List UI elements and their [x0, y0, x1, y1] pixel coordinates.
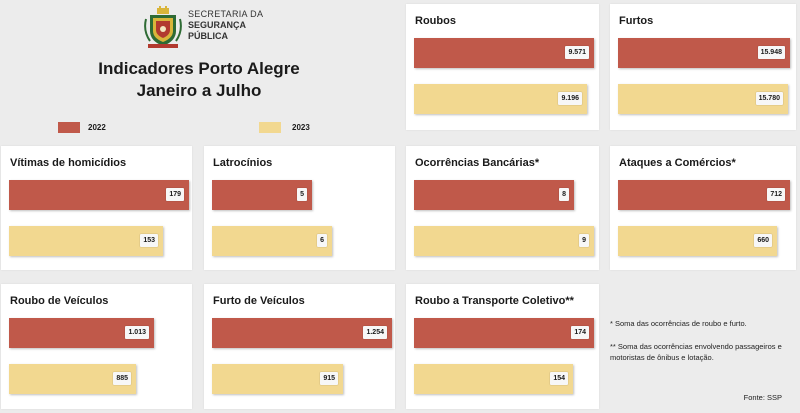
chart-card: Latrocínios 5 6	[204, 146, 395, 270]
bar-value-label: 174	[571, 326, 589, 339]
header: SECRETARIA DA SEGURANÇA PÚBLICA Indicado…	[0, 0, 400, 140]
legend-swatch-2023	[259, 122, 281, 133]
chart-title: Roubos	[415, 15, 456, 27]
bar-2023: 154	[414, 364, 573, 394]
bar-2023: 885	[9, 364, 136, 394]
bar-2022: 1.013	[9, 318, 154, 348]
bar-value-label: 9	[579, 234, 589, 247]
bar-value-label: 915	[320, 372, 338, 385]
bar-value-label: 1.254	[363, 326, 387, 339]
bar-2023: 9.196	[414, 84, 587, 114]
chart-title: Latrocínios	[213, 157, 273, 169]
bar-value-label: 885	[113, 372, 131, 385]
footnote-2: ** Soma das ocorrências envolvendo passa…	[610, 342, 782, 362]
page-title-line-2: Janeiro a Julho	[136, 81, 262, 100]
bar-2022: 179	[9, 180, 189, 210]
bar-2023: 915	[212, 364, 343, 394]
bar-value-label: 15.948	[757, 46, 785, 59]
chart-title: Furtos	[619, 15, 654, 27]
organization-name: SECRETARIA DA SEGURANÇA PÚBLICA	[188, 9, 263, 42]
bar-value-label: 154	[550, 372, 568, 385]
source-label: Fonte: SSP	[743, 393, 782, 402]
legend-label-2023: 2023	[292, 123, 310, 132]
bar-value-label: 9.196	[558, 92, 582, 105]
chart-title: Roubo a Transporte Coletivo**	[415, 295, 574, 307]
bar-value-label: 9.571	[565, 46, 589, 59]
bar-2023: 15.780	[618, 84, 788, 114]
bar-value-label: 1.013	[125, 326, 149, 339]
footnote-1: * Soma das ocorrências de roubo e furto.	[610, 319, 747, 328]
org-line-1: SECRETARIA DA	[188, 9, 264, 19]
chart-card: Ataques a Comércios* 712 660	[610, 146, 796, 270]
bar-2023: 153	[9, 226, 163, 256]
bar-2023: 6	[212, 226, 332, 256]
chart-card: Vítimas de homicídios 179 153	[1, 146, 192, 270]
chart-card: Furtos 15.948 15.780	[610, 4, 796, 130]
chart-card: Roubo de Veículos 1.013 885	[1, 284, 192, 409]
bar-2022: 712	[618, 180, 790, 210]
chart-card: Roubo a Transporte Coletivo** 174 154	[406, 284, 599, 409]
page-title: Indicadores Porto Alegre Janeiro a Julho	[0, 58, 398, 102]
bar-2022: 8	[414, 180, 574, 210]
bar-value-label: 153	[140, 234, 158, 247]
coat-of-arms-logo	[144, 6, 182, 48]
chart-card: Furto de Veículos 1.254 915	[204, 284, 395, 409]
bar-value-label: 179	[166, 188, 184, 201]
bar-value-label: 15.780	[755, 92, 783, 105]
bar-2022: 9.571	[414, 38, 594, 68]
bar-2022: 174	[414, 318, 594, 348]
bar-value-label: 6	[317, 234, 327, 247]
bar-2022: 15.948	[618, 38, 790, 68]
legend-swatch-2022	[58, 122, 80, 133]
legend-label-2022: 2022	[88, 123, 106, 132]
bar-2023: 660	[618, 226, 777, 256]
org-line-3: PÚBLICA	[188, 31, 228, 41]
chart-card: Roubos 9.571 9.196	[406, 4, 599, 130]
bar-value-label: 660	[754, 234, 772, 247]
bar-2023: 9	[414, 226, 594, 256]
chart-title: Ocorrências Bancárias*	[415, 157, 540, 169]
chart-title: Ataques a Comércios*	[619, 157, 736, 169]
chart-title: Roubo de Veículos	[10, 295, 109, 307]
chart-title: Furto de Veículos	[213, 295, 305, 307]
bar-2022: 5	[212, 180, 312, 210]
bar-2022: 1.254	[212, 318, 392, 348]
org-line-2: SEGURANÇA	[188, 20, 247, 30]
footnotes: * Soma das ocorrências de roubo e furto.…	[601, 284, 796, 409]
bar-value-label: 8	[559, 188, 569, 201]
bar-value-label: 5	[297, 188, 307, 201]
chart-title: Vítimas de homicídios	[10, 157, 127, 169]
page-title-line-1: Indicadores Porto Alegre	[98, 59, 300, 78]
chart-card: Ocorrências Bancárias* 8 9	[406, 146, 599, 270]
bar-value-label: 712	[767, 188, 785, 201]
